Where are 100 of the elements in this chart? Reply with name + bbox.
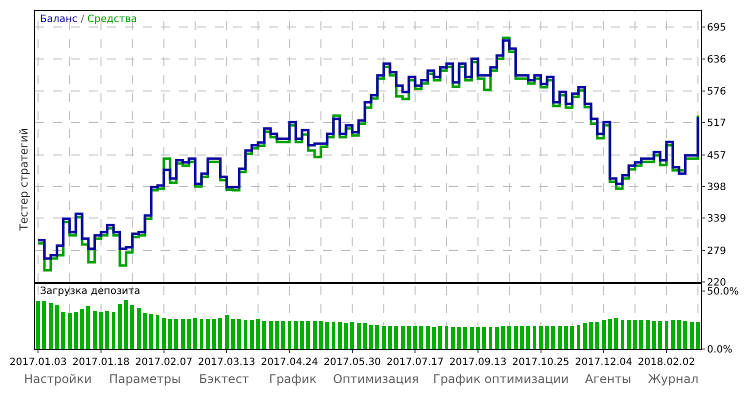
bar [99, 312, 103, 349]
y-tick-label: 457 [707, 150, 726, 162]
bar [181, 319, 185, 349]
bar [683, 321, 687, 349]
bar [225, 315, 229, 349]
category-label: График оптимизации [433, 372, 569, 386]
bar [55, 305, 59, 349]
bar [526, 326, 530, 349]
bar [262, 321, 266, 349]
bar [551, 326, 555, 349]
bar [168, 319, 172, 349]
bar [369, 325, 373, 349]
bar [162, 318, 166, 349]
bar [438, 326, 442, 349]
bar [646, 320, 650, 349]
category-label: Бэктест [199, 372, 250, 386]
bar [68, 313, 72, 349]
x-tick-label: 2017.07.17 [386, 357, 444, 368]
bar [463, 327, 467, 349]
y-tick-label: 339 [707, 214, 726, 225]
bar [677, 320, 681, 349]
bar [174, 319, 178, 349]
annotation: / [78, 14, 88, 25]
bar [595, 322, 599, 349]
bar [583, 323, 587, 349]
category-label: Оптимизация [333, 372, 419, 386]
bar [445, 326, 448, 349]
bar [564, 326, 568, 349]
bar [407, 326, 411, 349]
category-label: Параметры [109, 372, 181, 386]
bar [256, 319, 260, 349]
x-tick-label: 2017.12.04 [574, 357, 632, 368]
bar [105, 311, 109, 349]
bar [156, 315, 159, 349]
bar [80, 309, 84, 349]
bar [250, 320, 254, 349]
bar [577, 325, 580, 349]
bar [344, 323, 348, 349]
bar [244, 320, 247, 349]
x-tick-label: 2017.10.25 [512, 357, 570, 368]
bar [533, 326, 536, 349]
bar [658, 321, 662, 349]
bar [570, 326, 574, 349]
bar [476, 327, 480, 349]
bar [457, 327, 461, 349]
category-label: Журнал [648, 372, 699, 386]
bar [325, 322, 329, 349]
bar [187, 319, 191, 349]
bar [614, 318, 618, 349]
y-tick-label: 50.0% [707, 286, 739, 298]
bar [143, 313, 147, 349]
bar [482, 327, 486, 349]
bar [690, 322, 694, 349]
bar [621, 320, 624, 349]
bar [495, 327, 499, 349]
bar [237, 319, 241, 349]
bar [300, 321, 304, 349]
category-label: График [269, 372, 317, 386]
bar [36, 301, 40, 349]
bar [426, 326, 430, 349]
bar [382, 326, 386, 349]
bar [350, 322, 354, 349]
y-tick-label: 0.0% [707, 344, 732, 356]
bar [639, 320, 643, 349]
y-tick-label: 398 [707, 182, 726, 194]
bar [545, 326, 549, 349]
x-tick-label: 2017.01.18 [72, 357, 130, 368]
bar [394, 326, 398, 349]
bar [489, 327, 492, 349]
bar [558, 326, 562, 349]
bar [86, 306, 90, 349]
category-label: Настройки [24, 372, 92, 386]
bar [652, 321, 656, 349]
bar [306, 321, 310, 349]
bar [281, 321, 285, 349]
bar [218, 318, 222, 349]
bar [627, 320, 631, 349]
x-tick-label: 2018.02.02 [638, 357, 696, 368]
bar [665, 321, 668, 349]
bar [288, 321, 291, 349]
bar [589, 322, 593, 349]
text: Средства [87, 14, 138, 25]
bar [633, 320, 637, 349]
bar [313, 321, 317, 349]
bar [200, 319, 203, 349]
bar [130, 305, 134, 349]
bar [149, 314, 153, 349]
x-tick-label: 2017.02.07 [135, 357, 192, 368]
bar [432, 327, 436, 349]
bar [388, 326, 392, 349]
y-tick-label: 636 [707, 54, 726, 66]
bar [193, 318, 197, 349]
text: Баланс [40, 14, 78, 25]
bar [269, 321, 273, 349]
bar [608, 319, 612, 349]
bar [451, 327, 455, 349]
bar [470, 327, 474, 349]
category-label: Агенты [585, 372, 632, 386]
x-tick-label: 2017.05.30 [324, 357, 381, 368]
bar [514, 326, 518, 349]
